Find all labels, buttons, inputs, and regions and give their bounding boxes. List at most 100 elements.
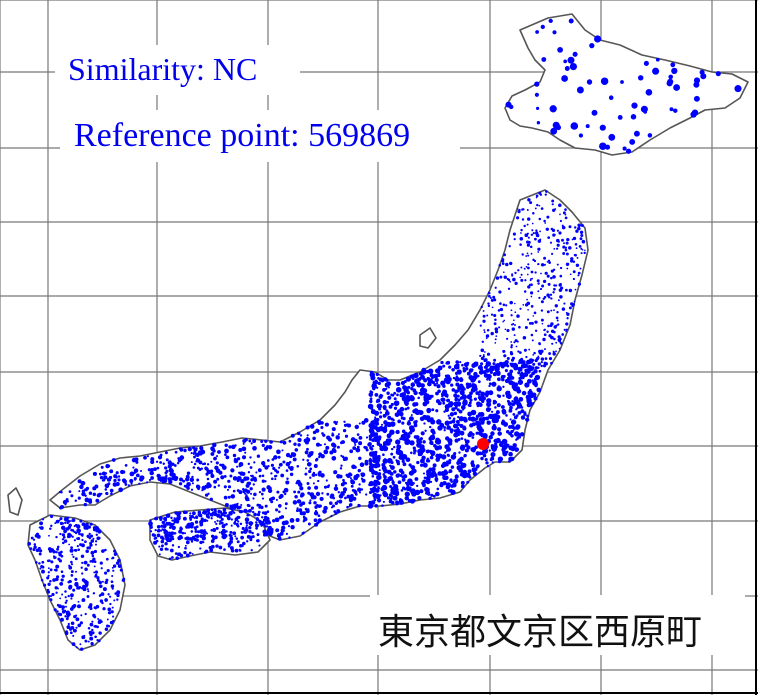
settlement-point — [533, 259, 537, 263]
settlement-point — [422, 472, 426, 475]
settlement-point — [522, 208, 525, 211]
settlement-point — [278, 495, 283, 499]
settlement-point — [434, 439, 441, 445]
settlement-point — [173, 464, 177, 467]
settlement-point — [195, 484, 200, 489]
settlement-point — [673, 108, 678, 113]
settlement-point — [227, 544, 231, 548]
settlement-point — [563, 328, 566, 331]
settlement-point — [301, 511, 306, 516]
settlement-point — [453, 432, 459, 438]
settlement-point — [407, 432, 410, 435]
settlement-point — [59, 521, 64, 526]
settlement-point — [575, 247, 578, 250]
settlement-point — [517, 350, 520, 353]
settlement-point — [476, 404, 480, 408]
settlement-point — [643, 110, 647, 114]
settlement-point — [378, 437, 382, 441]
settlement-point — [67, 594, 70, 598]
settlement-point — [382, 387, 386, 392]
settlement-point — [448, 416, 452, 420]
settlement-point — [458, 409, 463, 414]
settlement-point — [101, 479, 104, 482]
settlement-point — [552, 350, 555, 353]
settlement-point — [537, 356, 540, 359]
settlement-point — [533, 311, 537, 315]
settlement-point — [54, 522, 57, 525]
settlement-point — [89, 543, 93, 547]
settlement-point — [168, 557, 172, 561]
settlement-point — [451, 388, 456, 392]
settlement-point — [545, 190, 548, 193]
settlement-point — [189, 512, 192, 515]
settlement-point — [401, 459, 405, 464]
settlement-point — [256, 533, 260, 537]
settlement-point — [385, 387, 388, 391]
settlement-point — [93, 560, 97, 563]
settlement-point — [69, 580, 72, 583]
settlement-point — [228, 533, 232, 537]
settlement-point — [47, 567, 50, 570]
settlement-point — [209, 469, 214, 473]
settlement-point — [551, 252, 554, 255]
settlement-point — [96, 578, 100, 582]
settlement-point — [530, 305, 534, 308]
settlement-point — [444, 403, 450, 410]
settlement-point — [207, 483, 212, 488]
settlement-point — [47, 582, 51, 586]
settlement-point — [550, 297, 553, 300]
settlement-point — [294, 448, 299, 452]
settlement-point — [107, 611, 112, 615]
settlement-point — [630, 114, 637, 120]
settlement-point — [519, 351, 522, 354]
settlement-point — [315, 442, 321, 447]
settlement-point — [305, 425, 310, 430]
place-name-bg — [370, 595, 745, 655]
settlement-point — [369, 372, 376, 378]
settlement-point — [412, 482, 415, 485]
settlement-point — [577, 226, 581, 231]
settlement-point — [637, 75, 644, 81]
settlement-point — [183, 448, 187, 453]
settlement-point — [468, 401, 472, 405]
settlement-point — [481, 450, 486, 454]
settlement-point — [364, 459, 369, 464]
settlement-point — [527, 198, 531, 202]
settlement-point — [561, 238, 564, 242]
settlement-point — [112, 569, 115, 572]
settlement-point — [398, 498, 404, 504]
settlement-point — [68, 564, 71, 567]
settlement-point — [146, 455, 149, 458]
settlement-point — [530, 295, 533, 298]
settlement-point — [277, 533, 280, 536]
settlement-point — [218, 531, 221, 534]
settlement-point — [91, 631, 95, 635]
settlement-point — [550, 127, 558, 135]
settlement-point — [84, 540, 87, 544]
settlement-point — [392, 495, 398, 501]
settlement-point — [543, 256, 547, 260]
settlement-point — [285, 461, 291, 467]
settlement-point — [556, 238, 560, 243]
settlement-point — [568, 246, 572, 250]
settlement-point — [501, 405, 505, 409]
settlement-point — [206, 508, 211, 513]
settlement-point — [488, 382, 492, 386]
settlement-point — [174, 450, 178, 454]
settlement-point — [92, 492, 97, 497]
settlement-point — [451, 482, 457, 488]
settlement-point — [505, 304, 508, 307]
settlement-point — [555, 341, 558, 344]
settlement-point — [499, 275, 503, 279]
settlement-point — [76, 528, 81, 534]
settlement-point — [224, 503, 229, 507]
settlement-point — [229, 474, 233, 478]
settlement-point — [425, 458, 430, 463]
settlement-point — [113, 478, 117, 483]
settlement-point — [494, 330, 499, 334]
settlement-point — [306, 482, 310, 485]
settlement-point — [207, 512, 210, 515]
settlement-point — [270, 500, 274, 504]
settlement-point — [548, 261, 551, 264]
settlement-point — [552, 30, 557, 35]
